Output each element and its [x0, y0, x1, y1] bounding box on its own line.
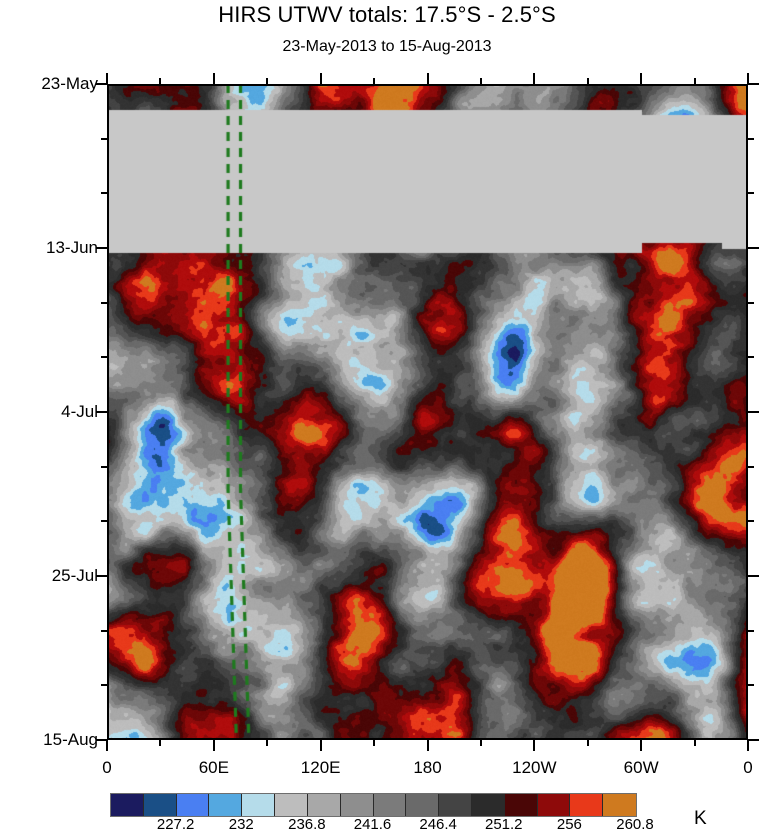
x-axis-major-tick-top [319, 73, 322, 84]
colorbar-tick-label: 236.8 [288, 816, 326, 833]
x-axis-major-tick-top [106, 73, 108, 84]
y-axis-major-tick-right [748, 411, 759, 413]
x-axis-major-tick-top [533, 73, 536, 84]
y-axis-label: 25-Jul [51, 566, 98, 585]
colorbar [110, 793, 637, 817]
y-axis-minor-tick-right [748, 356, 754, 359]
y-axis-minor-tick [101, 520, 107, 523]
y-axis-minor-tick [101, 301, 107, 304]
colorbar-tick-label: 241.6 [353, 816, 392, 833]
colorbar-swatch [373, 794, 407, 816]
colorbar-tick-label: 251.2 [484, 816, 523, 833]
colorbar-swatch [603, 794, 636, 816]
x-axis-minor-tick-top [373, 78, 376, 84]
x-axis-minor-tick-top [159, 78, 162, 84]
colorbar-swatch [504, 794, 538, 816]
x-axis-major-tick-top [747, 73, 749, 84]
y-axis-major-tick [96, 247, 107, 249]
colorbar-swatch [570, 794, 604, 816]
x-axis-major-tick-top [640, 73, 643, 84]
colorbar-unit-label: K [694, 808, 707, 829]
y-axis-minor-tick-right [748, 684, 754, 687]
x-axis-major-tick [106, 740, 108, 751]
colorbar-swatch [537, 794, 571, 816]
x-axis-label: 120E [300, 758, 341, 777]
colorbar-swatch [340, 794, 374, 816]
x-axis-major-tick [533, 740, 536, 751]
colorbar-swatch [176, 794, 210, 816]
x-axis-minor-tick [373, 740, 376, 746]
y-axis-minor-tick [101, 684, 107, 687]
x-axis-minor-tick [159, 740, 162, 746]
chart-subtitle: 23-May-2013 to 15-Aug-2013 [282, 38, 492, 55]
colorbar-swatch [111, 794, 144, 816]
colorbar-swatch [471, 794, 505, 816]
colorbar-swatch [143, 794, 177, 816]
colorbar-tick-label: 232 [228, 816, 254, 833]
page-title: HIRS UTWV totals: 17.5°S - 2.5°S [218, 2, 556, 27]
y-axis-minor-tick [101, 629, 107, 632]
colorbar-tick-label: 256 [556, 816, 582, 833]
colorbar-swatch [307, 794, 341, 816]
y-axis-major-tick [96, 739, 107, 741]
y-axis-minor-tick-right [748, 301, 754, 304]
y-axis-minor-tick-right [748, 192, 754, 195]
y-axis-minor-tick [101, 137, 107, 140]
y-axis-major-tick [96, 411, 107, 413]
y-axis-label: 15-Aug [43, 730, 98, 749]
x-axis-minor-tick [586, 740, 589, 746]
colorbar-tick-label: 260.8 [616, 816, 654, 833]
y-axis-major-tick-right [748, 83, 759, 85]
x-axis-label: 60E [198, 758, 229, 777]
x-axis-minor-tick [479, 740, 482, 746]
x-axis-major-tick [426, 740, 429, 751]
colorbar-swatch [242, 794, 276, 816]
y-axis-major-tick-right [748, 739, 759, 741]
x-axis-major-tick [212, 740, 215, 751]
y-axis-minor-tick-right [748, 137, 754, 140]
colorbar-swatch [209, 794, 243, 816]
hovmoller-contour-field [107, 84, 748, 740]
x-axis-major-tick-top [212, 73, 215, 84]
colorbar-swatch [439, 794, 472, 816]
y-axis-minor-tick [101, 356, 107, 359]
x-axis-label: 0 [102, 758, 112, 777]
x-axis-minor-tick [693, 740, 696, 746]
y-axis-major-tick [96, 575, 107, 577]
x-axis-major-tick-top [426, 73, 429, 84]
x-axis-label: 120W [512, 758, 557, 777]
y-axis-major-tick [96, 83, 107, 85]
colorbar-swatch [406, 794, 440, 816]
colorbar-tick-label: 246.4 [419, 816, 457, 833]
x-axis-minor-tick-top [693, 78, 696, 84]
colorbar-tick-label: 227.2 [156, 816, 195, 833]
y-axis-labels: 23-May 13-Jun 4-Jul 25-Jul 15-Aug [0, 0, 98, 834]
y-axis-major-tick-right [748, 247, 759, 249]
y-axis-minor-tick-right [748, 465, 754, 468]
x-axis-label: 180 [413, 758, 442, 777]
y-axis-minor-tick [101, 465, 107, 468]
x-axis-minor-tick [266, 740, 269, 746]
y-axis-minor-tick-right [748, 629, 754, 632]
y-axis-label: 4-Jul [61, 402, 98, 421]
colorbar-swatch [275, 794, 308, 816]
x-axis-label: 60W [623, 758, 659, 777]
x-axis-major-tick [640, 740, 643, 751]
y-axis-major-tick-right [748, 575, 759, 577]
y-axis-label: 13-Jun [46, 238, 98, 257]
x-axis-minor-tick-top [479, 78, 482, 84]
y-axis-minor-tick-right [748, 520, 754, 523]
plot-area [107, 84, 748, 740]
x-axis-minor-tick-top [266, 78, 269, 84]
y-axis-minor-tick [101, 192, 107, 195]
x-axis-minor-tick-top [586, 78, 589, 84]
x-axis-label: 0 [743, 758, 753, 777]
x-axis-major-tick [319, 740, 322, 751]
x-axis-major-tick [747, 740, 749, 751]
y-axis-label: 23-May [41, 74, 98, 93]
